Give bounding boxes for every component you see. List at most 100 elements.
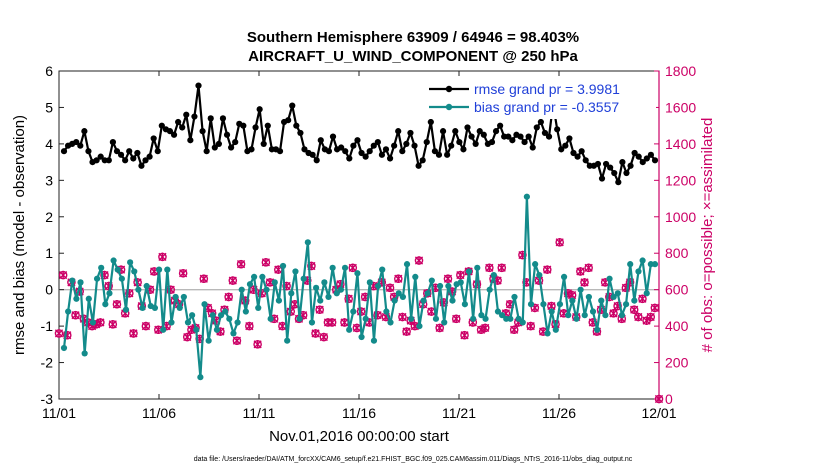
bias-point [300, 275, 307, 282]
obs-assimilated-point [315, 305, 324, 314]
rmse-point [60, 148, 68, 155]
bias-point [391, 297, 398, 304]
chart-title-line1: Southern Hemisphere 63909 / 64946 = 98.4… [247, 29, 579, 46]
obs-assimilated-point [646, 312, 655, 322]
obs-assimilated-point [54, 329, 64, 338]
y-left-tick-label: 0 [45, 282, 53, 298]
rmse-point [264, 122, 271, 129]
bias-point [346, 326, 353, 333]
rmse-point [574, 153, 581, 160]
bias-point [573, 315, 580, 322]
rmse-point [602, 160, 610, 168]
rmse-point [350, 142, 357, 149]
rmse-point [492, 128, 500, 135]
bias-point [445, 282, 452, 290]
bias-point [536, 271, 543, 279]
bias-point [118, 275, 125, 282]
rmse-point [346, 155, 353, 162]
rmse-point [399, 148, 406, 155]
obs-assimilated-point [650, 303, 659, 313]
chart-title-line2: AIRCRAFT_U_WIND_COMPONENT @ 250 hPa [248, 48, 578, 65]
bias-point [498, 312, 506, 319]
bias-point [271, 279, 278, 286]
bias-point [478, 312, 485, 319]
bias-point [304, 239, 311, 246]
bias-point [474, 264, 481, 271]
rmse-point [570, 149, 577, 157]
obs-assimilated-point [348, 263, 357, 272]
bias-point [457, 279, 464, 286]
bias-point [238, 286, 245, 293]
bias-point [379, 266, 386, 273]
bias-point [523, 193, 530, 200]
rmse-point [150, 135, 157, 142]
rmse-point [460, 146, 467, 153]
bias-point [168, 319, 175, 326]
bias-point [420, 297, 427, 304]
rmse-point [297, 129, 304, 137]
legend-rmse-label: rmse grand pr = 3.9981 [474, 81, 620, 97]
bias-point [172, 293, 179, 301]
obs-assimilated-point [435, 323, 444, 333]
bias-point [519, 319, 526, 326]
obs-assimilated-point [609, 309, 618, 318]
rmse-point [545, 133, 553, 140]
rmse-point [370, 142, 377, 149]
legend-rmse-marker [445, 85, 453, 93]
rmse-point [525, 133, 532, 140]
rmse-point [122, 157, 129, 164]
bias-point [292, 268, 299, 275]
rmse-point [497, 122, 504, 129]
y-left-tick-label: -1 [41, 318, 54, 334]
obs-assimilated-point [328, 318, 337, 327]
rmse-point [276, 148, 284, 155]
rmse-point [329, 133, 337, 140]
bias-point [395, 290, 402, 297]
rmse-point [105, 157, 112, 164]
obs-assimilated-point [141, 321, 150, 331]
bias-point [242, 308, 249, 315]
rmse-point [342, 148, 349, 155]
obs-assimilated-point [187, 325, 196, 334]
rmse-point [643, 155, 650, 162]
rmse-point [631, 149, 638, 157]
rmse-point [325, 148, 333, 155]
bias-point [560, 273, 568, 281]
rmse-point [558, 146, 565, 153]
rmse-point [191, 113, 198, 120]
bias-point [160, 326, 167, 333]
obs-assimilated-point [460, 331, 469, 340]
bias-point [213, 326, 221, 333]
y-left-tick-label: 2 [45, 209, 53, 225]
bias-point [428, 277, 435, 284]
bias-point [69, 277, 76, 284]
bias-point [631, 297, 638, 304]
bias-point [577, 286, 584, 293]
bias-point [329, 264, 336, 271]
obs-assimilated-point [638, 294, 647, 303]
rmse-point [480, 131, 487, 138]
x-tick-label: 12/01 [641, 405, 676, 421]
rmse-point [521, 138, 528, 146]
bias-point [366, 279, 373, 286]
bias-point [155, 266, 163, 273]
obs-assimilated-point [340, 318, 349, 327]
obs-assimilated-point [108, 320, 117, 329]
rmse-point [187, 137, 194, 144]
bias-point [507, 315, 514, 322]
rmse-point [219, 115, 227, 122]
rmse-point [472, 140, 479, 147]
obs-assimilated-point [261, 258, 270, 267]
bias-point [341, 264, 349, 271]
obs-assimilated-point [199, 274, 208, 283]
obs-assimilated-point [402, 327, 411, 336]
rmse-point [97, 153, 104, 160]
obs-assimilated-point [385, 283, 395, 293]
legend: rmse grand pr = 3.9981 bias grand pr = -… [428, 77, 656, 119]
rmse-point [354, 137, 361, 144]
rmse-point [228, 144, 235, 151]
bias-point [449, 297, 456, 304]
bias-point [279, 262, 287, 270]
rmse-point [382, 146, 390, 153]
bias-point [251, 273, 258, 281]
